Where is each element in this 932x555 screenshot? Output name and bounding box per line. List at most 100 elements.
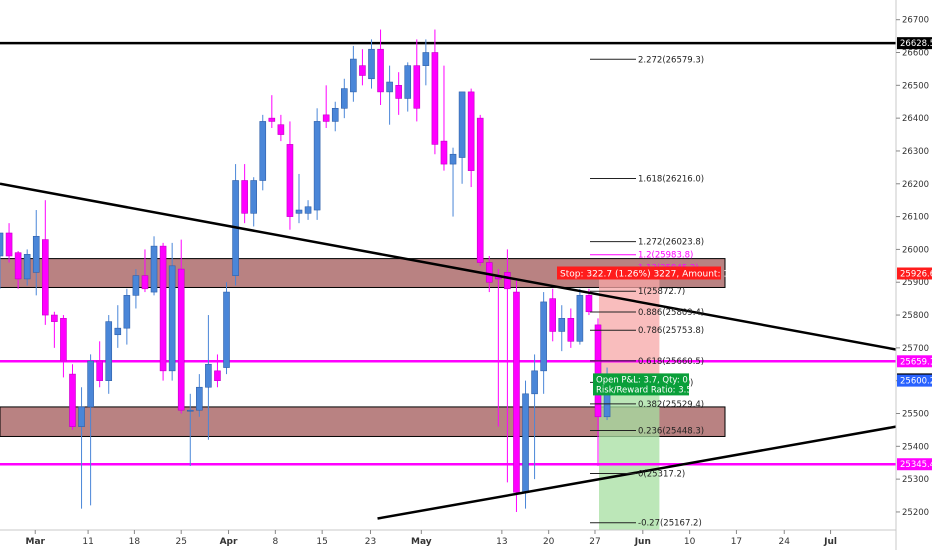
candle-body-11 <box>96 360 103 381</box>
candle-body-15 <box>132 275 140 296</box>
candle-body-9 <box>78 406 85 427</box>
candles-layer <box>0 29 611 512</box>
candle-body-62 <box>558 318 566 332</box>
candle-body-37 <box>331 107 339 122</box>
y-tick-label-14: 26600 <box>902 49 929 59</box>
x-tick-label-14: 17 <box>731 537 742 547</box>
candle-body-43 <box>386 81 393 93</box>
trend-lines-layer <box>0 182 897 520</box>
price-tag-4: 25600.2 <box>900 377 932 387</box>
trend-line-1 <box>377 425 897 520</box>
candle-body-7 <box>60 318 67 362</box>
y-tick-label-12: 26400 <box>902 114 929 124</box>
fib-label-10: 0.382(25529.4) <box>638 400 704 410</box>
fib-label-5: 1(25872.7) <box>638 287 685 297</box>
fib-label-8: 0.618(25660.5) <box>638 357 704 367</box>
candle-body-35 <box>313 121 321 211</box>
candle-body-46 <box>413 65 421 109</box>
candle-body-63 <box>567 318 575 342</box>
candle-body-60 <box>540 301 547 372</box>
candle-body-40 <box>359 65 366 76</box>
x-tick-label-4: Apr <box>220 537 238 547</box>
x-tick-label-3: 25 <box>175 537 186 547</box>
candle-body-19 <box>168 265 176 372</box>
price-tag-1: 25926.6 <box>900 269 932 279</box>
candle-body-56 <box>504 272 511 290</box>
candle-body-57 <box>513 291 520 493</box>
price-tag-bg-0 <box>897 37 932 50</box>
fib-label-1: 1.618(26216.0) <box>638 175 704 185</box>
stop-label-bg <box>557 266 721 280</box>
candle-body-6 <box>51 314 58 322</box>
ratio-label: Risk/Reward Ratio: 3.56 <box>596 385 697 395</box>
y-tick-label-6: 25800 <box>902 311 929 321</box>
candle-body-38 <box>341 88 348 109</box>
candle-body-25 <box>223 291 230 368</box>
candle-body-23 <box>205 363 212 388</box>
candle-body-4 <box>32 235 40 273</box>
y-tick-label-3: 25500 <box>902 409 929 419</box>
fib-label-12: 0(25317.2) <box>638 469 685 479</box>
y-tick-label-9: 26100 <box>902 213 929 223</box>
candle-body-41 <box>368 48 375 80</box>
x-tick-label-11: 27 <box>589 537 600 547</box>
fib-label-2: 1.272(26023.8) <box>638 238 704 248</box>
candle-body-44 <box>395 85 402 99</box>
candle-body-12 <box>105 321 113 381</box>
fib-label-13: -0.27(25167.2) <box>638 519 702 529</box>
candle-body-24 <box>214 370 221 381</box>
candle-body-17 <box>150 245 158 293</box>
candle-body-61 <box>549 298 557 332</box>
y-tick-label-8: 26000 <box>902 245 929 255</box>
fib-label-11: 0.236(25448.3) <box>638 426 704 436</box>
y-tick-label-11: 26300 <box>902 147 929 157</box>
candle-body-10 <box>87 360 94 408</box>
candle-body-18 <box>159 245 167 372</box>
horizontal-lines-layer <box>0 41 896 466</box>
candle-body-2 <box>14 252 22 280</box>
candle-body-64 <box>576 295 584 342</box>
x-tick-label-2: 18 <box>129 537 141 547</box>
pnl-label: Open P&L: 3.7, Qty: 0 <box>596 375 688 385</box>
candle-body-22 <box>196 386 203 411</box>
candle-body-45 <box>404 65 412 99</box>
y-tick-label-5: 25700 <box>902 344 929 354</box>
candle-body-54 <box>485 262 493 283</box>
y-tick-label-2: 25400 <box>902 442 929 452</box>
candle-body-16 <box>141 275 149 290</box>
stop-label: Stop: 322.7 (1.26%) 3227, Amount: 1000 <box>560 269 747 279</box>
candle-body-58 <box>522 393 529 493</box>
price-tag-2: 25659.1 <box>900 357 932 367</box>
pnl-label-bg <box>593 373 689 396</box>
candle-body-47 <box>422 52 430 66</box>
y-tick-label-7: 25900 <box>902 278 929 288</box>
x-tick-label-12: Jun <box>634 537 651 547</box>
candle-body-49 <box>440 140 448 165</box>
fib-label-3: 1.2(25983.8) <box>638 251 693 261</box>
x-tick-label-9: 13 <box>496 537 507 547</box>
x-tick-label-8: May <box>411 537 432 547</box>
x-tick-label-10: 20 <box>543 537 555 547</box>
x-tick-label-13: 10 <box>684 537 696 547</box>
y-tick-label-13: 26500 <box>902 81 929 91</box>
candle-body-21 <box>186 409 194 412</box>
candle-body-33 <box>295 209 303 214</box>
candle-body-8 <box>69 373 76 427</box>
candle-body-29 <box>259 121 267 181</box>
candle-body-34 <box>304 206 312 214</box>
x-tick-label-16: Jul <box>823 537 837 547</box>
x-tick-label-6: 15 <box>316 537 327 547</box>
candle-body-3 <box>23 254 31 280</box>
position-labels-layer: Stop: 322.7 (1.26%) 3227, Amount: 1000 Op… <box>557 266 747 396</box>
candle-body-50 <box>449 153 457 165</box>
candle-body-20 <box>177 268 185 411</box>
x-tick-label-5: 8 <box>272 537 278 547</box>
trend-line-0 <box>0 182 897 351</box>
candle-body-53 <box>476 117 484 263</box>
price-tag-bg-1 <box>897 267 932 280</box>
candle-body-13 <box>114 327 122 336</box>
candle-body-52 <box>467 91 475 171</box>
